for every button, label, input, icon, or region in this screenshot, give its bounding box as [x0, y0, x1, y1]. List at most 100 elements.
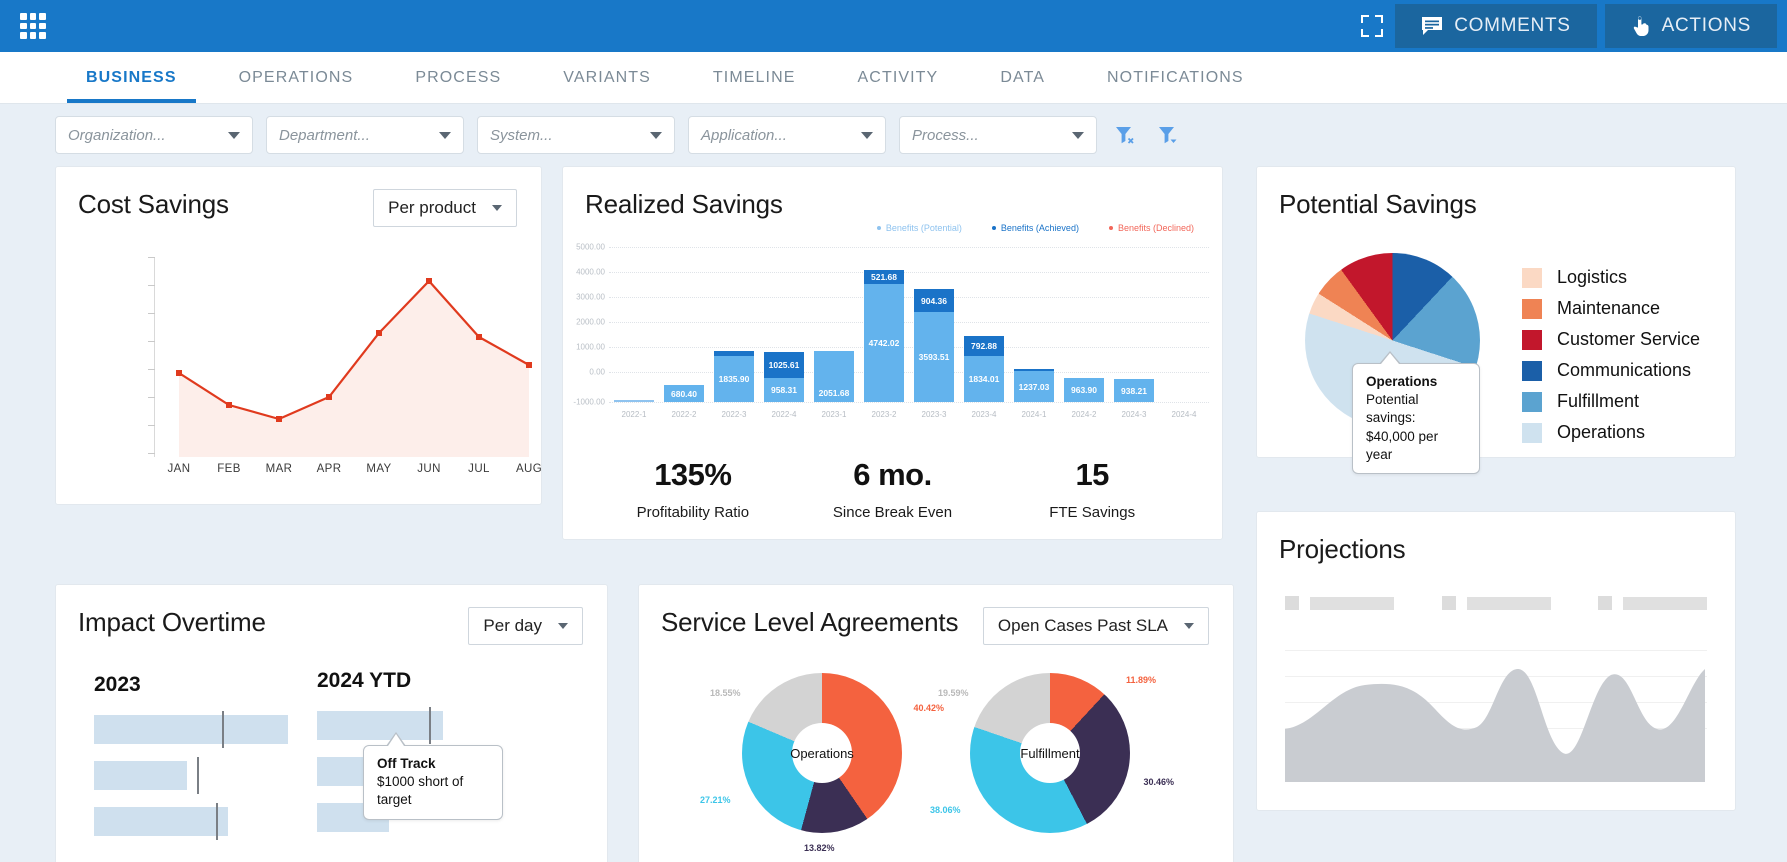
bar-value-label: 1835.90 — [718, 374, 750, 384]
bar-group[interactable]: 1237.03 — [1009, 369, 1059, 402]
impact-bar-row[interactable] — [317, 707, 507, 744]
filter-process[interactable]: Process... — [899, 116, 1097, 154]
tab-process[interactable]: PROCESS — [384, 52, 532, 103]
filter-organization[interactable]: Organization... — [55, 116, 253, 154]
realized-savings-y-axis: 5000.00 4000.00 3000.00 2000.00 1000.00 … — [563, 243, 607, 407]
legend-item[interactable]: Maintenance — [1522, 298, 1700, 319]
projections-area-placeholder — [1285, 668, 1705, 782]
callout-title: Operations — [1366, 374, 1438, 389]
tab-operations[interactable]: OPERATIONS — [208, 52, 385, 103]
chevron-down-icon — [492, 205, 502, 211]
bar-group[interactable]: 792.88 1834.01 — [959, 336, 1009, 402]
legend-label: Benefits (Achieved) — [1000, 223, 1079, 233]
legend-swatch-placeholder — [1441, 596, 1456, 610]
sla-donut-fulfillment[interactable]: Fulfillment 11.89% 30.46% 38.06% 19.59% — [930, 673, 1174, 833]
filter-clear-button[interactable] — [1110, 120, 1140, 150]
impact-bar-row[interactable] — [94, 803, 299, 840]
legend-item[interactable]: Customer Service — [1522, 329, 1700, 350]
card-impact-overtime: Impact Overtime Per day 2023 — [55, 584, 608, 862]
card-potential-savings: Potential Savings Operations Potential s… — [1256, 166, 1736, 475]
filter-application[interactable]: Application... — [688, 116, 886, 154]
cost-savings-dropdown[interactable]: Per product — [373, 189, 517, 227]
tab-data[interactable]: DATA — [969, 52, 1076, 103]
card-projections: Projections — [1256, 511, 1736, 811]
x-tick-label: 2024-1 — [1021, 410, 1047, 419]
legend-item[interactable]: Benefits (Declined) — [1108, 223, 1194, 233]
tab-notifications[interactable]: NOTIFICATIONS — [1076, 52, 1275, 103]
filter-department[interactable]: Department... — [266, 116, 464, 154]
y-tick-label: 5000.00 — [576, 242, 605, 252]
tab-activity[interactable]: ACTIVITY — [827, 52, 970, 103]
bar-group[interactable]: 963.90 — [1059, 378, 1109, 402]
legend-item[interactable]: Benefits (Potential) — [876, 223, 962, 233]
tab-variants[interactable]: VARIANTS — [532, 52, 682, 103]
filter-clear-icon — [1116, 127, 1134, 144]
comments-button[interactable]: COMMENTS — [1395, 4, 1597, 48]
legend-swatch — [876, 226, 881, 230]
cost-savings-chart — [148, 257, 554, 457]
bar-group[interactable]: 938.21 — [1109, 379, 1159, 402]
callout-line-1: $1000 short of target — [377, 774, 464, 808]
x-tick-label: JAN — [167, 463, 191, 475]
legend-label-placeholder — [1466, 596, 1551, 610]
comments-label: COMMENTS — [1454, 15, 1571, 36]
legend-label: Communications — [1557, 360, 1692, 380]
fullscreen-icon — [1361, 15, 1384, 37]
x-tick-label: 2023-1 — [821, 410, 847, 419]
legend-item[interactable]: Communications — [1522, 360, 1700, 381]
legend-item[interactable]: Fulfillment — [1522, 391, 1700, 412]
filter-placeholder: Process... — [912, 126, 979, 144]
impact-bar-row[interactable] — [94, 711, 299, 748]
y-tick-label: 0.00 — [589, 367, 605, 377]
legend-item[interactable]: Operations — [1522, 422, 1700, 443]
actions-label: ACTIONS — [1661, 15, 1751, 36]
sla-dropdown[interactable]: Open Cases Past SLA — [982, 607, 1209, 645]
donut-slice-label: 30.46% — [1143, 777, 1174, 787]
x-tick-label: 2024-4 — [1171, 410, 1197, 419]
card-title: Realized Savings — [585, 189, 783, 219]
bar-group[interactable]: 680.40 — [659, 385, 709, 402]
donut-slice-label: 11.89% — [1125, 675, 1156, 685]
x-tick-label: 2023-2 — [871, 410, 897, 419]
fullscreen-button[interactable] — [1349, 0, 1395, 52]
bar-group[interactable]: 904.36 3593.51 — [909, 289, 959, 402]
grid-apps-icon[interactable] — [20, 13, 46, 39]
chevron-down-icon — [1072, 131, 1084, 139]
kpi-label: Profitability Ratio — [636, 504, 750, 521]
filter-placeholder: Organization... — [68, 126, 166, 144]
bar-group[interactable]: 1835.90 — [709, 351, 759, 402]
card-title: Impact Overtime — [78, 607, 266, 637]
bar-value-label: 4742.02 — [868, 338, 900, 348]
bar-group[interactable]: 521.68 4742.02 — [859, 270, 909, 402]
kpi-row: 135% Profitability Ratio 6 mo. Since Bre… — [593, 457, 1192, 521]
tab-timeline[interactable]: TIMELINE — [682, 52, 827, 103]
card-cost-savings: Cost Savings Per product — [55, 166, 542, 505]
tab-label: TIMELINE — [712, 68, 796, 86]
bar-value-label: 938.21 — [1121, 385, 1147, 396]
filter-menu-button[interactable] — [1153, 120, 1183, 150]
donut-center: Fulfillment — [1020, 723, 1080, 783]
legend-item[interactable]: Logistics — [1522, 267, 1700, 288]
impact-overtime-dropdown[interactable]: Per day — [468, 607, 583, 645]
dashboard-board: Cost Savings Per product — [0, 166, 1787, 862]
x-tick-label: FEB — [217, 463, 241, 475]
kpi-label: Since Break Even — [832, 504, 953, 521]
chevron-down-icon — [861, 131, 873, 139]
potential-savings-legend: Logistics Maintenance Customer Service C… — [1522, 267, 1700, 453]
x-tick-label: JUL — [468, 463, 490, 475]
bar-group[interactable]: 2051.68 — [809, 351, 859, 402]
card-realized-savings: Realized Savings Benefits (Potential) Be… — [562, 166, 1223, 540]
tab-business[interactable]: BUSINESS — [55, 52, 208, 103]
bar-value-label: 1834.01 — [968, 374, 1000, 384]
actions-button[interactable]: ACTIONS — [1604, 4, 1777, 48]
legend-swatch — [1522, 267, 1542, 288]
impact-bar-row[interactable] — [94, 757, 299, 794]
main-tab-bar: BUSINESS OPERATIONS PROCESS VARIANTS TIM… — [0, 52, 1787, 104]
filter-system[interactable]: System... — [477, 116, 675, 154]
tab-label: OPERATIONS — [238, 68, 354, 86]
bar-group[interactable] — [609, 400, 659, 402]
bar-group[interactable]: 1025.61 958.31 — [759, 352, 809, 402]
sla-donut-operations[interactable]: Operations 40.42% 13.82% 27.21% 18.55% — [700, 673, 944, 853]
bar-value-label: 521.68 — [871, 272, 897, 282]
legend-item[interactable]: Benefits (Achieved) — [991, 223, 1079, 233]
